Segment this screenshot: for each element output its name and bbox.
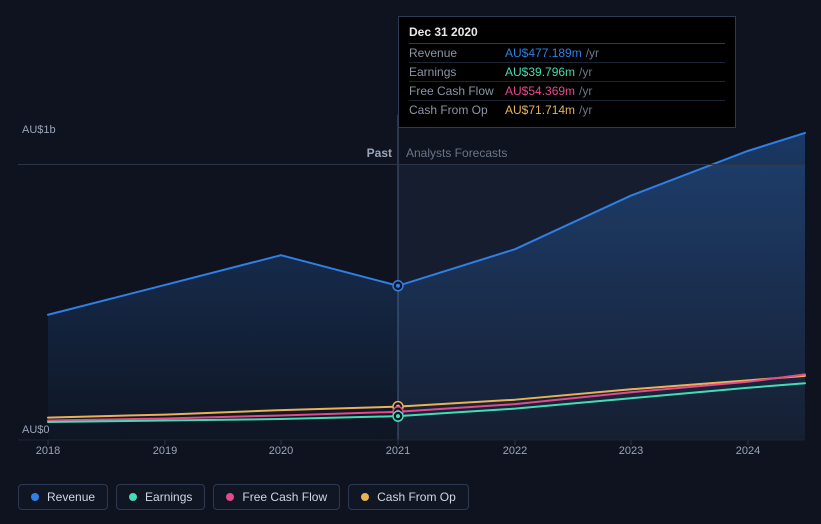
tooltip-metric-value: AU$54.369m	[505, 84, 575, 98]
legend-item-earnings[interactable]: Earnings	[116, 484, 205, 510]
tooltip-metric-label: Cash From Op	[409, 103, 505, 117]
legend-item-free-cash-flow[interactable]: Free Cash Flow	[213, 484, 340, 510]
y-axis-label: AU$1b	[22, 124, 56, 136]
x-axis-tick: 2024	[736, 445, 760, 457]
legend-label: Free Cash Flow	[242, 490, 327, 504]
legend-dot-icon	[31, 493, 39, 501]
x-axis-tick: 2020	[269, 445, 293, 457]
chart-legend: Revenue Earnings Free Cash Flow Cash From O…	[18, 484, 469, 510]
tooltip-metric-unit: /yr	[586, 46, 599, 60]
x-axis: 2018 2019 2020 2021 2022 2023 2024	[0, 445, 821, 465]
past-section-label: Past	[367, 146, 392, 160]
tooltip-metric-unit: /yr	[579, 65, 592, 79]
x-axis-tick: 2023	[619, 445, 643, 457]
tooltip-metric-unit: /yr	[579, 84, 592, 98]
tooltip-metric-unit: /yr	[579, 103, 592, 117]
tooltip-metric-label: Earnings	[409, 65, 505, 79]
legend-dot-icon	[361, 493, 369, 501]
legend-label: Cash From Op	[377, 490, 456, 504]
x-axis-tick: 2021	[386, 445, 410, 457]
section-divider	[18, 164, 805, 165]
financial-forecast-chart: AU$1b AU$0 Past Analysts Forecasts 20182…	[0, 0, 821, 524]
legend-item-cash-from-op[interactable]: Cash From Op	[348, 484, 469, 510]
tooltip-metric-value: AU$39.796m	[505, 65, 575, 79]
x-axis-tick: 2019	[153, 445, 177, 457]
tooltip-metric-label: Free Cash Flow	[409, 84, 505, 98]
legend-label: Earnings	[145, 490, 192, 504]
tooltip-row: Free Cash FlowAU$54.369m/yr	[409, 82, 725, 101]
legend-item-revenue[interactable]: Revenue	[18, 484, 108, 510]
x-axis-tick: 2018	[36, 445, 60, 457]
legend-dot-icon	[226, 493, 234, 501]
legend-label: Revenue	[47, 490, 95, 504]
chart-tooltip: Dec 31 2020 RevenueAU$477.189m/yrEarning…	[398, 16, 736, 128]
tooltip-metric-value: AU$71.714m	[505, 103, 575, 117]
tooltip-row: RevenueAU$477.189m/yr	[409, 44, 725, 63]
x-axis-tick: 2022	[503, 445, 527, 457]
tooltip-row: Cash From OpAU$71.714m/yr	[409, 101, 725, 119]
tooltip-title: Dec 31 2020	[409, 23, 725, 44]
legend-dot-icon	[129, 493, 137, 501]
tooltip-metric-label: Revenue	[409, 46, 505, 60]
forecast-section-label: Analysts Forecasts	[406, 146, 507, 160]
y-axis-label: AU$0	[22, 424, 50, 436]
tooltip-row: EarningsAU$39.796m/yr	[409, 63, 725, 82]
tooltip-metric-value: AU$477.189m	[505, 46, 582, 60]
